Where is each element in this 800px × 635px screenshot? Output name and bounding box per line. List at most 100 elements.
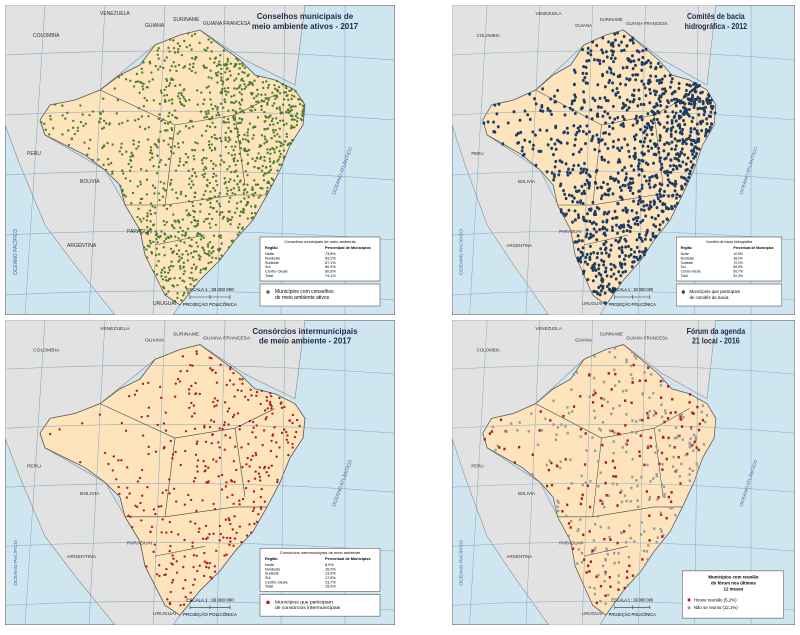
municipality-marker (236, 135, 239, 138)
municipality-marker (193, 32, 197, 36)
municipality-marker (190, 48, 193, 51)
municipality-marker (264, 128, 268, 131)
municipality-marker (274, 129, 277, 132)
municipality-marker (586, 484, 589, 488)
municipality-marker (174, 169, 178, 172)
municipality-marker (643, 129, 647, 133)
municipality-marker (678, 194, 682, 198)
municipality-marker (178, 97, 181, 100)
municipality-marker (544, 417, 547, 421)
table-cell: Norte (265, 252, 274, 256)
municipality-marker (648, 178, 651, 183)
municipality-marker (213, 57, 217, 60)
municipality-marker (234, 163, 237, 167)
municipality-marker (129, 179, 132, 183)
graticule (5, 424, 395, 434)
municipality-marker (628, 229, 632, 234)
municipality-marker (663, 420, 666, 424)
municipality-marker (97, 158, 100, 161)
municipality-marker (156, 423, 160, 427)
municipality-marker (656, 449, 660, 452)
municipality-marker (192, 480, 196, 483)
municipality-marker (694, 154, 697, 159)
municipality-marker (552, 423, 555, 426)
table-cell: 66,9% (733, 265, 743, 269)
municipality-marker (224, 485, 228, 488)
municipality-marker (673, 137, 677, 141)
scale-label: ESCALA 1 : 30 000 000 (186, 287, 234, 292)
municipality-marker (652, 117, 656, 121)
municipality-marker (115, 478, 118, 481)
municipality-marker (101, 146, 104, 150)
municipality-marker (207, 109, 210, 112)
municipality-marker (140, 519, 143, 522)
municipality-marker (696, 122, 699, 126)
municipality-marker (705, 97, 709, 101)
municipality-marker (232, 459, 236, 463)
municipality-marker (169, 150, 173, 153)
municipality-marker (617, 574, 620, 577)
municipality-marker (265, 192, 268, 195)
municipality-marker (630, 93, 634, 97)
municipality-marker (88, 113, 91, 117)
municipality-marker (654, 144, 658, 148)
municipality-marker (195, 554, 198, 557)
table-cell: Sul (681, 265, 686, 269)
municipality-marker (630, 209, 634, 213)
municipality-marker (667, 194, 670, 198)
municipality-marker (218, 446, 221, 449)
municipality-marker (646, 446, 650, 450)
municipality-marker (696, 107, 700, 111)
municipality-marker (678, 475, 682, 478)
municipality-marker (174, 450, 177, 454)
municipality-marker (175, 116, 178, 120)
municipality-marker (167, 46, 170, 50)
municipality-marker (217, 441, 220, 444)
municipality-marker (700, 128, 704, 133)
municipality-marker (201, 499, 204, 502)
legend-marker (687, 606, 691, 610)
municipality-marker (616, 146, 620, 150)
municipality-marker (637, 232, 641, 236)
municipality-marker (152, 99, 156, 102)
municipality-marker (195, 352, 198, 356)
municipality-marker (594, 546, 597, 550)
graticule (152, 5, 166, 315)
municipality-marker (148, 62, 152, 65)
municipality-marker (275, 94, 278, 97)
municipality-marker (666, 114, 670, 119)
municipality-marker (585, 124, 589, 128)
municipality-marker (221, 211, 224, 214)
municipality-marker (550, 171, 554, 175)
municipality-marker (146, 212, 149, 215)
municipality-marker (218, 247, 222, 250)
municipality-marker (264, 96, 268, 100)
municipality-marker (208, 222, 211, 225)
municipality-marker (256, 183, 260, 186)
municipality-marker (155, 264, 158, 267)
municipality-marker (275, 146, 278, 149)
municipality-marker (177, 533, 180, 536)
municipality-marker (117, 75, 121, 79)
municipality-marker (702, 113, 706, 117)
municipality-marker (624, 254, 628, 258)
municipality-marker (620, 250, 624, 255)
municipality-marker (552, 399, 555, 403)
municipality-marker (604, 269, 608, 274)
municipality-marker (576, 562, 579, 565)
panel-title: Comitês de bacia (687, 12, 746, 22)
municipality-marker (165, 531, 168, 534)
municipality-marker (632, 135, 636, 139)
municipality-marker (680, 418, 683, 421)
municipality-marker (178, 160, 182, 163)
municipality-marker (175, 252, 179, 256)
municipality-marker (669, 411, 672, 415)
municipality-marker (612, 263, 616, 267)
municipality-marker (550, 461, 553, 465)
table-header: Percentual de Municípios (733, 246, 773, 250)
municipality-marker (602, 263, 606, 267)
municipality-marker (637, 97, 641, 101)
municipality-marker (625, 360, 628, 364)
municipality-marker (611, 192, 615, 196)
municipality-marker (270, 137, 273, 140)
